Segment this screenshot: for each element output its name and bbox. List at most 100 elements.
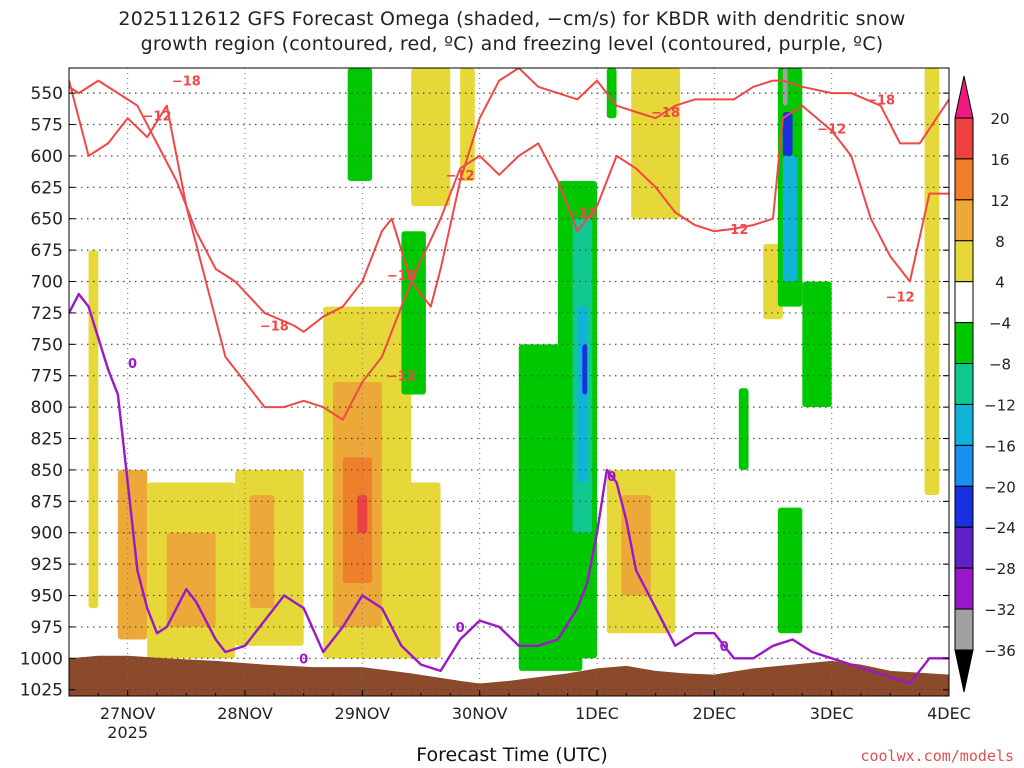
y-tick-label: 850 bbox=[31, 461, 63, 481]
contour-label: −18 bbox=[651, 106, 680, 121]
contour-label: −12 bbox=[387, 370, 416, 385]
colorbar-swatch bbox=[954, 322, 974, 365]
colorbar-label: 4 bbox=[995, 274, 1005, 292]
contour-labels: −18 −12 −18 −18 −12 −12 −12 −18 −12 −12 −18 −12 0 0 0 0… bbox=[128, 75, 915, 668]
colorbar-swatch bbox=[954, 240, 974, 283]
colorbar-swatch bbox=[954, 117, 974, 160]
x-tick-label: 28NOV bbox=[217, 704, 273, 723]
y-tick-label: 950 bbox=[31, 587, 63, 607]
y-axis: 550 575 600 625 650 675 700 725 750 775 800 825 850 8… bbox=[20, 84, 949, 701]
colorbar-label: 12 bbox=[990, 192, 1009, 210]
chart-title-line2: growth region (contoured, red, ºC) and f… bbox=[140, 33, 884, 55]
colorbar-label: −32 bbox=[984, 601, 1016, 619]
colorbar-top-arrow bbox=[954, 75, 974, 119]
contour-label: 0 bbox=[456, 621, 465, 636]
colorbar-swatch bbox=[954, 158, 974, 201]
colorbar-swatch bbox=[954, 444, 974, 487]
y-tick-label: 925 bbox=[31, 555, 63, 575]
contour-label: 0 bbox=[720, 640, 729, 655]
x-axis-title: Forecast Time (UTC) bbox=[416, 744, 608, 766]
omega-region bbox=[347, 68, 373, 182]
omega-region bbox=[621, 495, 651, 596]
omega-region bbox=[88, 250, 99, 609]
colorbar-swatch bbox=[954, 608, 974, 651]
contour-label: −18 bbox=[172, 75, 201, 90]
omega-region bbox=[249, 495, 275, 609]
contour-label: 0 bbox=[299, 652, 308, 667]
y-tick-label: 750 bbox=[31, 335, 63, 355]
omega-region bbox=[738, 388, 749, 470]
y-tick-label: 625 bbox=[31, 178, 63, 198]
terrain-layer bbox=[69, 655, 949, 696]
colorbar-label: 8 bbox=[995, 233, 1005, 251]
x-tick-label: 4DEC bbox=[927, 704, 971, 723]
omega-region bbox=[924, 68, 940, 496]
contour-label: −12 bbox=[817, 122, 846, 137]
omega-region bbox=[582, 344, 588, 395]
y-tick-label: 800 bbox=[31, 398, 63, 418]
dgz-contour-18 bbox=[69, 68, 949, 333]
terrain-surface bbox=[69, 655, 949, 696]
omega-region bbox=[606, 68, 617, 119]
y-tick-label: 1000 bbox=[20, 649, 63, 669]
omega-region bbox=[460, 68, 475, 182]
contour-lines bbox=[69, 68, 949, 685]
colorbar-label: −12 bbox=[984, 396, 1016, 414]
contour-label: −12 bbox=[568, 206, 597, 221]
contour-label: 0 bbox=[607, 470, 616, 485]
contour-label: −18 bbox=[387, 269, 416, 284]
x-year-label: 2025 bbox=[107, 723, 148, 742]
credit-link[interactable]: coolwx.com/models bbox=[860, 747, 1014, 765]
colorbar-label: −8 bbox=[989, 356, 1011, 374]
x-tick-label: 3DEC bbox=[810, 704, 854, 723]
omega-region bbox=[782, 111, 793, 156]
contour-label: −12 bbox=[719, 223, 748, 238]
y-tick-label: 1025 bbox=[20, 681, 63, 701]
y-tick-label: 725 bbox=[31, 304, 63, 324]
colorbar: 20 16 12 8 4 −4 −8 −12 −16 −20 −24 −28 −32 −36 bbox=[954, 75, 1016, 693]
colorbar-label: −28 bbox=[984, 560, 1016, 578]
freezing-level-contour bbox=[69, 292, 949, 685]
omega-region bbox=[802, 281, 832, 408]
colorbar-swatch bbox=[954, 485, 974, 528]
y-tick-label: 825 bbox=[31, 430, 63, 450]
y-tick-label: 550 bbox=[31, 84, 63, 104]
colorbar-bottom-arrow bbox=[954, 649, 974, 693]
x-tick-label: 29NOV bbox=[335, 704, 391, 723]
y-tick-label: 875 bbox=[31, 492, 63, 512]
y-tick-label: 600 bbox=[31, 147, 63, 167]
colorbar-swatch bbox=[954, 526, 974, 569]
colorbar-label: −16 bbox=[984, 437, 1016, 455]
y-tick-label: 700 bbox=[31, 273, 63, 293]
omega-region bbox=[777, 507, 803, 634]
contour-label: −18 bbox=[260, 319, 289, 334]
colorbar-swatch bbox=[954, 199, 974, 242]
colorbar-label: −20 bbox=[984, 478, 1016, 496]
colorbar-swatch bbox=[954, 363, 974, 405]
omega-region bbox=[782, 68, 788, 106]
x-tick-label: 2DEC bbox=[692, 704, 736, 723]
y-tick-label: 575 bbox=[31, 116, 63, 136]
omega-region bbox=[411, 68, 451, 207]
colorbar-label: 16 bbox=[990, 151, 1009, 169]
colorbar-swatch bbox=[954, 403, 974, 446]
contour-label: −12 bbox=[886, 291, 915, 306]
x-axis: 27NOV 28NOV 29NOV 30NOV 1DEC 2DEC 3DEC 4DEC 2025 bbox=[68, 690, 971, 742]
colorbar-label: −36 bbox=[984, 642, 1016, 660]
x-tick-label: 30NOV bbox=[452, 704, 508, 723]
dgz-contour-12 bbox=[69, 80, 949, 421]
colorbar-label: −4 bbox=[989, 315, 1011, 333]
y-tick-label: 675 bbox=[31, 241, 63, 261]
y-tick-label: 775 bbox=[31, 367, 63, 387]
colorbar-swatch bbox=[954, 281, 974, 324]
y-tick-label: 975 bbox=[31, 618, 63, 638]
x-tick-label: 27NOV bbox=[100, 704, 156, 723]
omega-region bbox=[117, 469, 148, 640]
chart-title-line1: 2025112612 GFS Forecast Omega (shaded, −… bbox=[118, 8, 906, 30]
colorbar-label: −24 bbox=[984, 519, 1016, 537]
contour-label: −12 bbox=[143, 110, 172, 125]
contour-label: 0 bbox=[128, 357, 137, 372]
omega-region bbox=[577, 306, 588, 483]
x-tick-label: 1DEC bbox=[575, 704, 619, 723]
